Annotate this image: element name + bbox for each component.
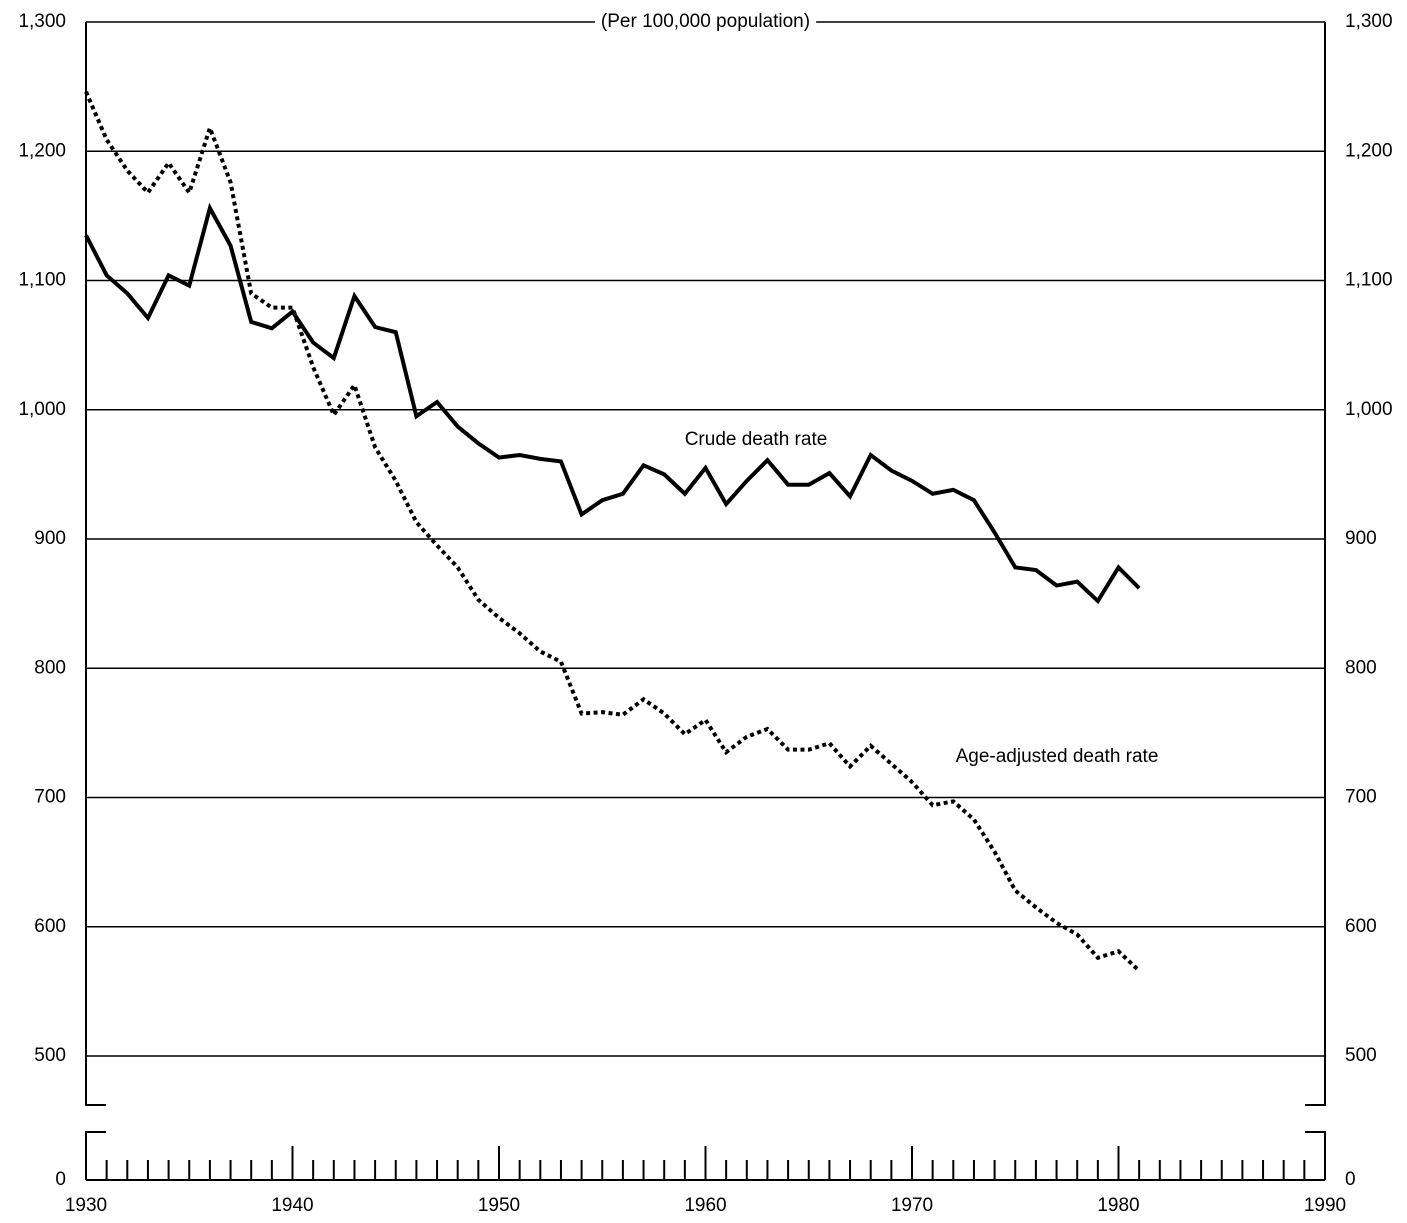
y-tick-label-left: 0 — [55, 1169, 66, 1190]
series-label: Age-adjusted death rate — [956, 746, 1159, 767]
y-tick-label-left: 700 — [34, 787, 66, 808]
x-tick-label: 1970 — [891, 1195, 933, 1216]
break-right — [1305, 1131, 1326, 1180]
x-tick-label: 1930 — [65, 1195, 107, 1216]
y-tick-label-left: 1,300 — [18, 11, 66, 32]
series-label: Crude death rate — [685, 429, 828, 450]
y-tick-label-right: 1,200 — [1345, 140, 1393, 161]
y-axis-label: (Per 100,000 population) — [601, 11, 810, 32]
y-tick-label-left: 1,200 — [18, 140, 66, 161]
y-tick-label-right: 500 — [1345, 1045, 1377, 1066]
series-line — [84, 202, 1141, 605]
y-tick-label-left: 800 — [34, 657, 66, 678]
x-tick-label: 1990 — [1304, 1195, 1346, 1216]
x-tick-label: 1950 — [478, 1195, 520, 1216]
y-tick-label-right: 800 — [1345, 657, 1377, 678]
break-left — [85, 1131, 106, 1180]
y-tick-label-right: 700 — [1345, 787, 1377, 808]
series-line — [84, 91, 1141, 973]
y-tick-label-right: 1,300 — [1345, 11, 1393, 32]
y-tick-label-left: 900 — [34, 528, 66, 549]
x-tick-label: 1960 — [684, 1195, 726, 1216]
y-tick-label-right: 0 — [1345, 1169, 1356, 1190]
y-tick-label-right: 1,100 — [1345, 270, 1393, 291]
frame-right — [1305, 22, 1326, 1106]
label-bg — [594, 11, 817, 33]
y-tick-label-left: 1,100 — [18, 270, 66, 291]
y-tick-label-right: 900 — [1345, 528, 1377, 549]
y-tick-label-left: 500 — [34, 1045, 66, 1066]
x-tick-label: 1940 — [271, 1195, 313, 1216]
frame-left — [85, 22, 106, 1106]
y-tick-label-right: 1,000 — [1345, 399, 1393, 420]
y-tick-label-right: 600 — [1345, 916, 1377, 937]
y-tick-label-left: 600 — [34, 916, 66, 937]
x-tick-label: 1980 — [1097, 1195, 1139, 1216]
y-tick-label-left: 1,000 — [18, 399, 66, 420]
